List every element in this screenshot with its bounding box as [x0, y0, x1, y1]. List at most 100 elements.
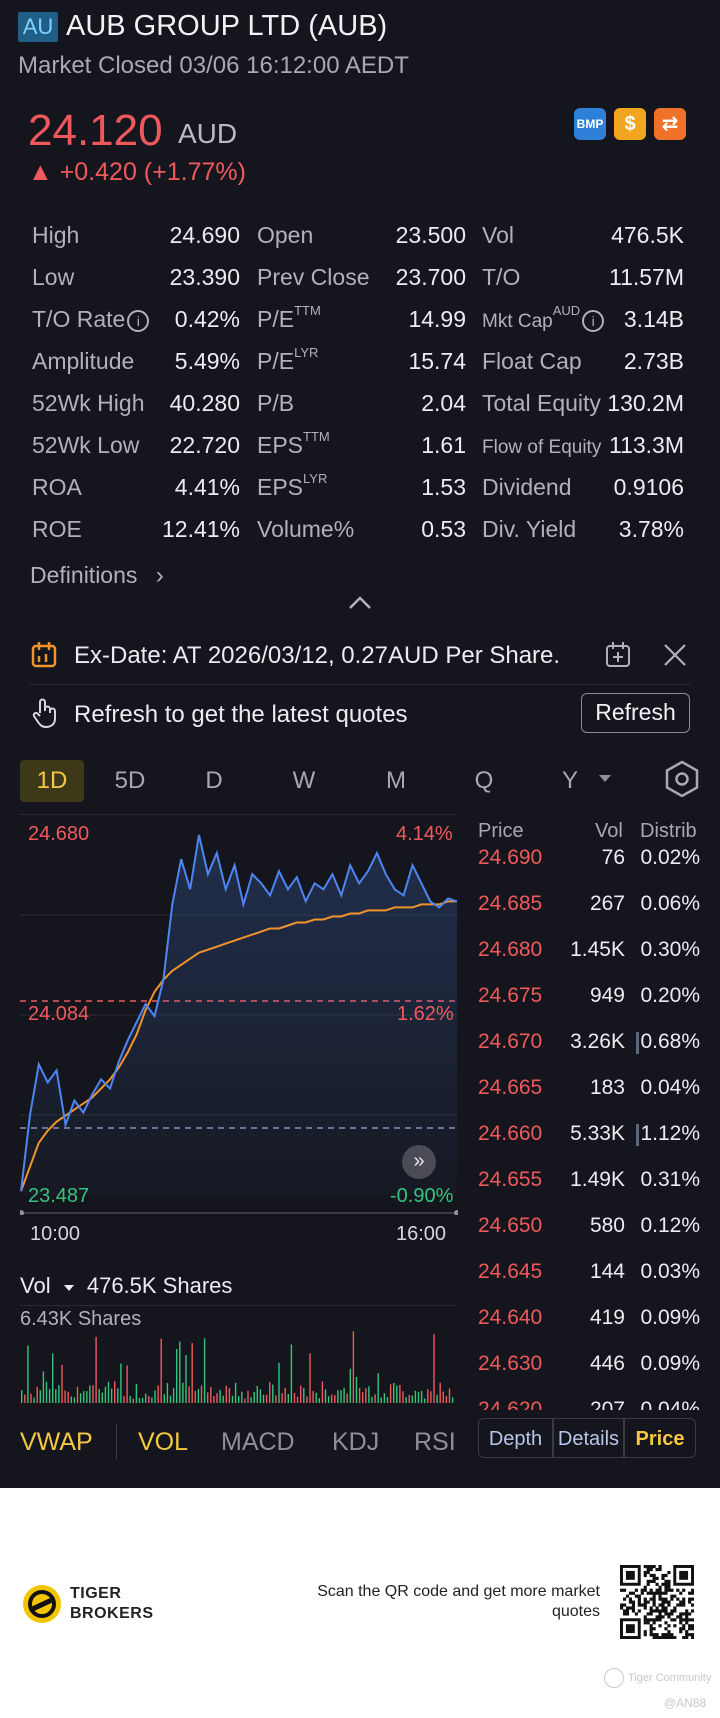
collapse-chevron-icon[interactable]: [346, 594, 374, 617]
indicator-vol[interactable]: VOL: [138, 1428, 189, 1456]
indicator-kdj[interactable]: KDJ: [332, 1428, 380, 1456]
distrib-bar: [636, 1124, 639, 1146]
orderbook-distrib: 0.31%: [640, 1168, 700, 1191]
volume-bar: [101, 1392, 103, 1403]
stat-value: 5.49%: [174, 348, 240, 374]
orderbook-header-distrib: Distrib: [640, 820, 697, 842]
price-area: [21, 835, 457, 1195]
tiger-logo-icon: [22, 1584, 62, 1629]
volume-bar: [52, 1353, 54, 1403]
volume-bar: [154, 1390, 156, 1403]
definitions-link[interactable]: Definitions ›: [30, 562, 164, 589]
volume-bar: [197, 1389, 200, 1403]
tab-d[interactable]: D: [205, 767, 223, 794]
chart-settings-icon[interactable]: [664, 760, 700, 803]
stat-value: 23.390: [169, 264, 240, 290]
volume-bar: [83, 1391, 85, 1403]
stat-value: 22.720: [169, 432, 240, 458]
volume-bar: [247, 1390, 249, 1403]
stat-label: T/O Rate i: [32, 306, 150, 333]
volume-bar: [203, 1338, 206, 1403]
volume-bar: [417, 1391, 420, 1403]
volume-bar: [70, 1396, 72, 1403]
volume-bar: [163, 1394, 165, 1403]
tab-5d[interactable]: 5D: [114, 767, 146, 794]
price-button[interactable]: Price: [624, 1418, 696, 1458]
volume-bar: [126, 1365, 128, 1403]
volume-selector[interactable]: Vol 476.5K Shares: [20, 1273, 233, 1298]
stat-label: T/O: [482, 264, 521, 290]
volume-bar: [327, 1396, 330, 1403]
volume-bar: [179, 1341, 181, 1403]
tab-m[interactable]: M: [386, 767, 406, 794]
stat-label: Prev Close: [257, 264, 370, 290]
volume-bar: [36, 1386, 38, 1403]
vwap-line: [20, 900, 457, 1192]
stat-value: 2.73B: [623, 348, 684, 374]
tab-1d[interactable]: 1D: [20, 760, 84, 802]
volume-bar: [95, 1336, 97, 1403]
hand-pointer-icon: [30, 697, 58, 734]
refresh-button[interactable]: Refresh: [581, 693, 690, 733]
volume-bar: [346, 1393, 348, 1403]
close-icon[interactable]: [662, 642, 688, 673]
volume-bar: [55, 1389, 57, 1403]
stat-label: P/B: [257, 390, 295, 416]
volume-bar: [445, 1395, 448, 1403]
tab-w[interactable]: W: [292, 767, 316, 794]
axis-start-dot: [20, 1210, 24, 1215]
divider: [20, 814, 456, 815]
brand-line1: TIGER: [70, 1585, 122, 1602]
volume-bar: [374, 1394, 376, 1403]
stat-label: Mkt CapAUDi: [482, 303, 605, 333]
volume-bar: [368, 1386, 370, 1403]
bmp-badge[interactable]: BMP: [574, 108, 606, 140]
indicator-rsi[interactable]: RSI: [414, 1428, 456, 1456]
stat-value: 3.78%: [618, 516, 684, 542]
tab-y[interactable]: Y: [561, 767, 578, 794]
volume-bar: [117, 1388, 119, 1403]
volume-bar: [92, 1385, 94, 1403]
volume-bar: [315, 1392, 317, 1403]
calendar-event-icon: [30, 640, 58, 675]
tab-q[interactable]: Q: [474, 767, 494, 794]
fast-forward-icon[interactable]: »: [402, 1145, 436, 1179]
orderbook-price: 24.690: [478, 846, 543, 869]
volume-bar: [73, 1397, 76, 1403]
volume-bar: [259, 1389, 262, 1403]
volume-bar: [207, 1392, 209, 1403]
volume-bar: [389, 1384, 392, 1403]
dollar-badge[interactable]: $: [614, 108, 646, 140]
volume-bar: [107, 1381, 110, 1403]
volume-bar: [216, 1393, 218, 1403]
orderbook-price: 24.685: [478, 892, 543, 915]
volume-bar: [430, 1391, 432, 1403]
volume-bar: [42, 1371, 45, 1403]
orderbook-price: 24.630: [478, 1352, 543, 1375]
caret-down-icon: [598, 770, 612, 788]
order-book[interactable]: 24.690 76 0.02% 24.685 267 0.06% 24.680 1.45K 0.…: [0, 0, 720, 1410]
indicator-vwap[interactable]: VWAP: [20, 1428, 93, 1456]
price-chart[interactable]: [20, 815, 458, 1215]
volume-bar: [182, 1382, 184, 1403]
volume-bar: [383, 1393, 386, 1403]
swap-badge[interactable]: ⇄: [654, 108, 686, 140]
info-icon[interactable]: i: [582, 309, 605, 332]
details-button[interactable]: Details: [553, 1418, 624, 1458]
stat-label: Open: [257, 222, 314, 248]
info-icon[interactable]: i: [127, 309, 150, 332]
volume-bar: [213, 1396, 215, 1403]
volume-bar: [160, 1338, 162, 1403]
volume-bar: [352, 1331, 355, 1403]
orderbook-price: 24.675: [478, 984, 543, 1007]
volume-bar: [442, 1391, 444, 1403]
depth-button[interactable]: Depth: [478, 1418, 553, 1458]
indicator-macd[interactable]: MACD: [221, 1428, 295, 1456]
volume-bar: [24, 1394, 26, 1403]
orderbook-price: 24.680: [478, 938, 543, 961]
stat-value: 11.57M: [608, 264, 684, 290]
volume-chart[interactable]: [20, 1305, 458, 1405]
volume-bar: [238, 1396, 240, 1403]
add-calendar-icon[interactable]: [604, 640, 632, 675]
orderbook-vol: 580: [589, 1214, 625, 1237]
